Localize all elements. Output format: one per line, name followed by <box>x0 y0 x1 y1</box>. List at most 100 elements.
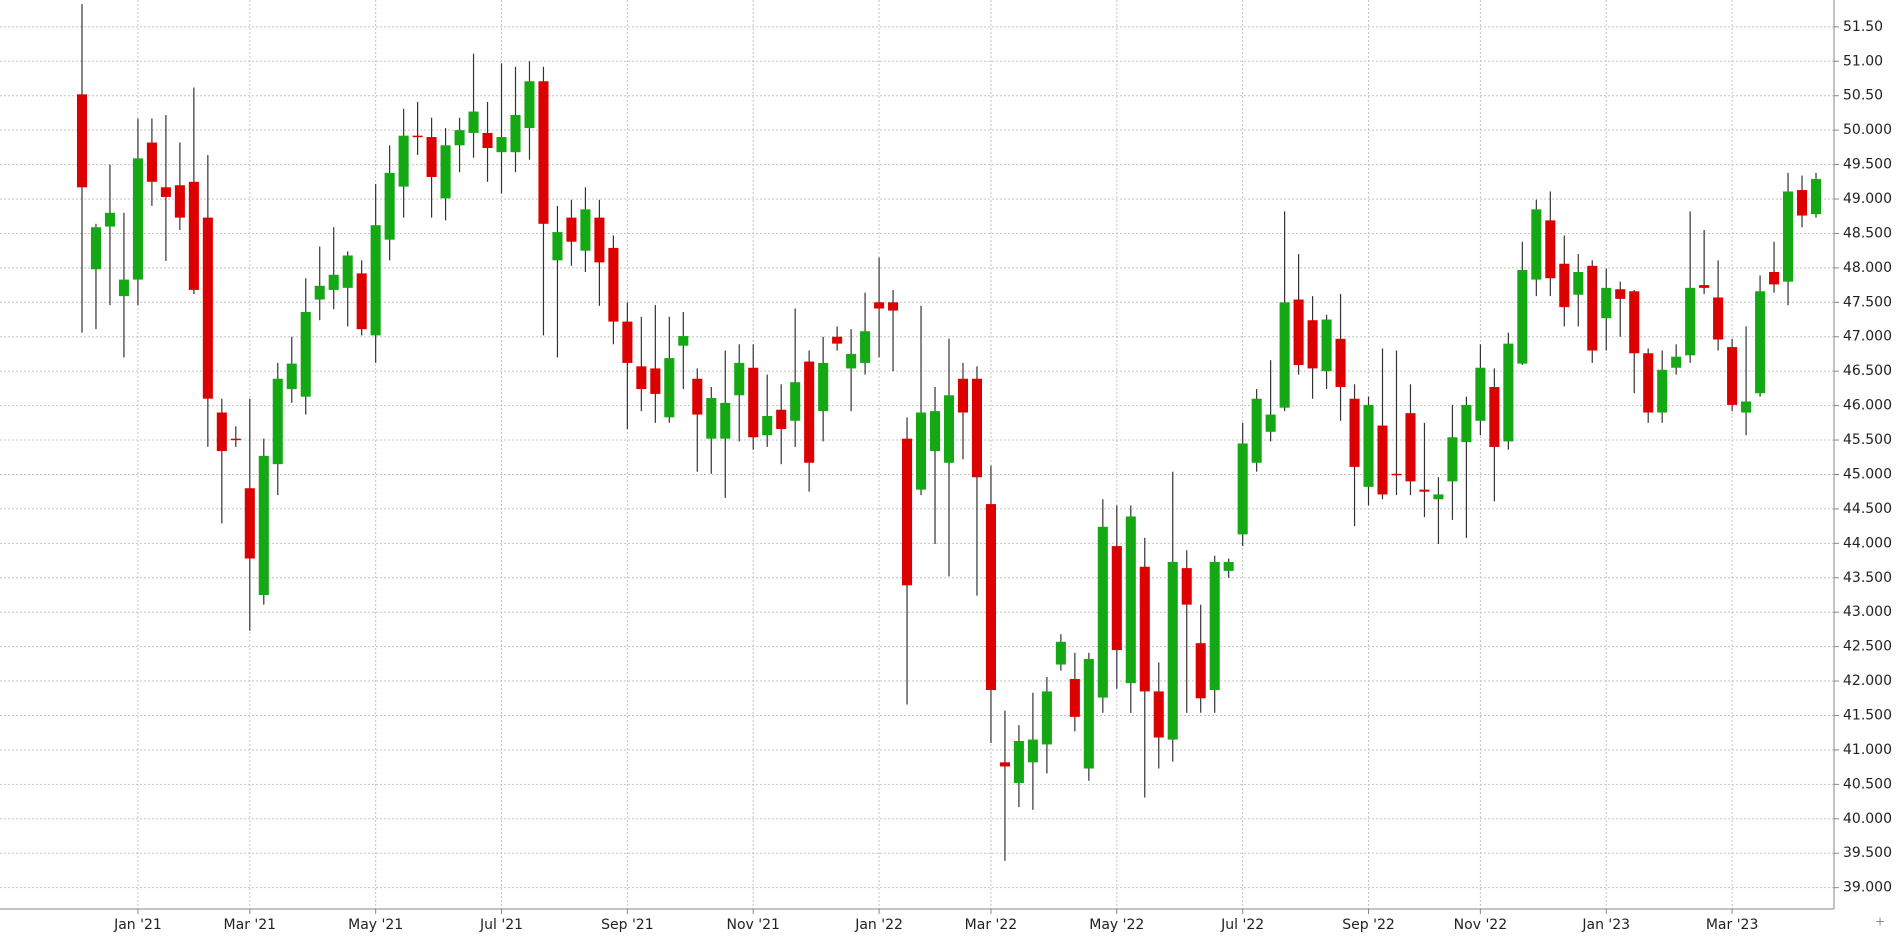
candle-body <box>1335 338 1346 388</box>
candle-body <box>1699 285 1710 288</box>
candle-body <box>104 212 115 227</box>
candle-body <box>706 398 717 439</box>
candle-body <box>985 504 996 691</box>
candle-body <box>1545 220 1556 279</box>
x-tick-label: Mar '21 <box>224 917 277 933</box>
candle-body <box>538 81 549 224</box>
candle-body <box>1167 561 1178 740</box>
x-tick-label: Mar '22 <box>965 917 1018 933</box>
candle-body <box>426 137 437 177</box>
candle-body <box>1223 561 1234 571</box>
candle-body <box>552 232 563 261</box>
candle-body <box>118 279 129 297</box>
candle-body <box>1195 643 1206 699</box>
y-tick-label: 51.00 <box>1843 53 1883 69</box>
candle-body <box>1615 289 1626 299</box>
candle-body <box>566 217 577 242</box>
candle-body <box>1209 561 1220 691</box>
y-tick-label: 45.500 <box>1843 432 1892 448</box>
candle-body <box>929 411 941 452</box>
y-tick-label: 42.500 <box>1843 639 1892 655</box>
y-tick-label: 48.500 <box>1843 225 1892 241</box>
candle-body <box>1503 343 1514 442</box>
candle-body <box>384 172 395 240</box>
y-tick-label: 46.000 <box>1843 398 1892 414</box>
candle-body <box>1293 299 1304 365</box>
candle-body <box>1657 369 1668 413</box>
y-tick-label: 44.500 <box>1843 501 1892 517</box>
candle-body <box>1111 546 1122 651</box>
y-tick-label: 48.000 <box>1843 260 1892 276</box>
candle-body <box>216 412 227 452</box>
candle-body <box>1083 659 1094 769</box>
x-tick-label: May '22 <box>1089 917 1144 933</box>
candle-body <box>1237 443 1248 535</box>
y-tick-label: 40.500 <box>1843 776 1892 792</box>
candle-body <box>1377 425 1388 495</box>
candle-body <box>594 217 605 263</box>
candle-body <box>454 130 465 146</box>
y-tick-label: 45.000 <box>1843 466 1892 482</box>
candle-body <box>1685 287 1696 356</box>
candle-body <box>328 274 339 290</box>
candle-body <box>1069 678 1080 717</box>
candle-body <box>1587 265 1598 351</box>
candle-body <box>832 336 843 344</box>
x-tick-label: Nov '21 <box>727 917 780 933</box>
y-tick-label: 44.000 <box>1843 535 1892 551</box>
candle-body <box>1517 269 1528 364</box>
candle-body <box>678 336 689 346</box>
y-tick-label: 46.500 <box>1843 363 1892 379</box>
candle-body <box>1139 566 1150 692</box>
candle-body <box>790 382 801 421</box>
candle-body <box>1755 291 1766 394</box>
candle-body <box>510 115 521 153</box>
candle-body <box>468 111 479 133</box>
candle-body <box>1810 179 1822 215</box>
candle-body <box>1041 691 1052 745</box>
candle-body <box>342 255 353 288</box>
candle-body <box>1363 404 1374 487</box>
y-tick-label: 42.000 <box>1843 673 1892 689</box>
y-tick-label: 49.500 <box>1843 157 1892 173</box>
candle-body <box>202 217 213 399</box>
candle-body <box>1796 190 1808 216</box>
candle-body <box>1055 641 1066 665</box>
candle-body <box>1349 398 1360 467</box>
candle-body <box>314 285 325 300</box>
candle-body <box>1559 263 1570 308</box>
candle-body <box>1027 739 1038 763</box>
candle-body <box>1769 272 1780 285</box>
x-tick-label: Sep '22 <box>1342 917 1395 933</box>
corner-mark: + <box>1875 915 1885 929</box>
candle-body <box>1419 489 1430 492</box>
y-tick-label: 41.500 <box>1843 707 1892 723</box>
candle-body <box>734 362 745 396</box>
candle-body <box>1307 320 1318 369</box>
y-tick-label: 41.000 <box>1843 742 1892 758</box>
candles <box>76 4 1822 861</box>
candle-body <box>258 455 269 595</box>
candle-body <box>902 438 913 586</box>
x-tick-label: Jan '22 <box>854 917 903 933</box>
candle-body <box>1671 356 1682 368</box>
candle-body <box>888 302 899 311</box>
y-tick-label: 49.000 <box>1843 191 1892 207</box>
candle-body <box>1461 404 1472 443</box>
y-tick-label: 47.000 <box>1843 329 1892 345</box>
candle-body <box>524 81 535 129</box>
candle-body <box>412 135 423 138</box>
y-tick-label: 39.000 <box>1843 880 1892 896</box>
x-tick-label: Jan '23 <box>1581 917 1630 933</box>
candle-body <box>1573 272 1584 295</box>
y-tick-label: 39.500 <box>1843 845 1892 861</box>
y-tick-label: 43.000 <box>1843 604 1892 620</box>
candle-body <box>188 181 199 290</box>
x-tick-label: Jul '22 <box>1220 917 1264 933</box>
candle-body <box>1741 401 1752 413</box>
candle-body <box>1475 367 1486 421</box>
candle-body <box>1013 740 1024 783</box>
